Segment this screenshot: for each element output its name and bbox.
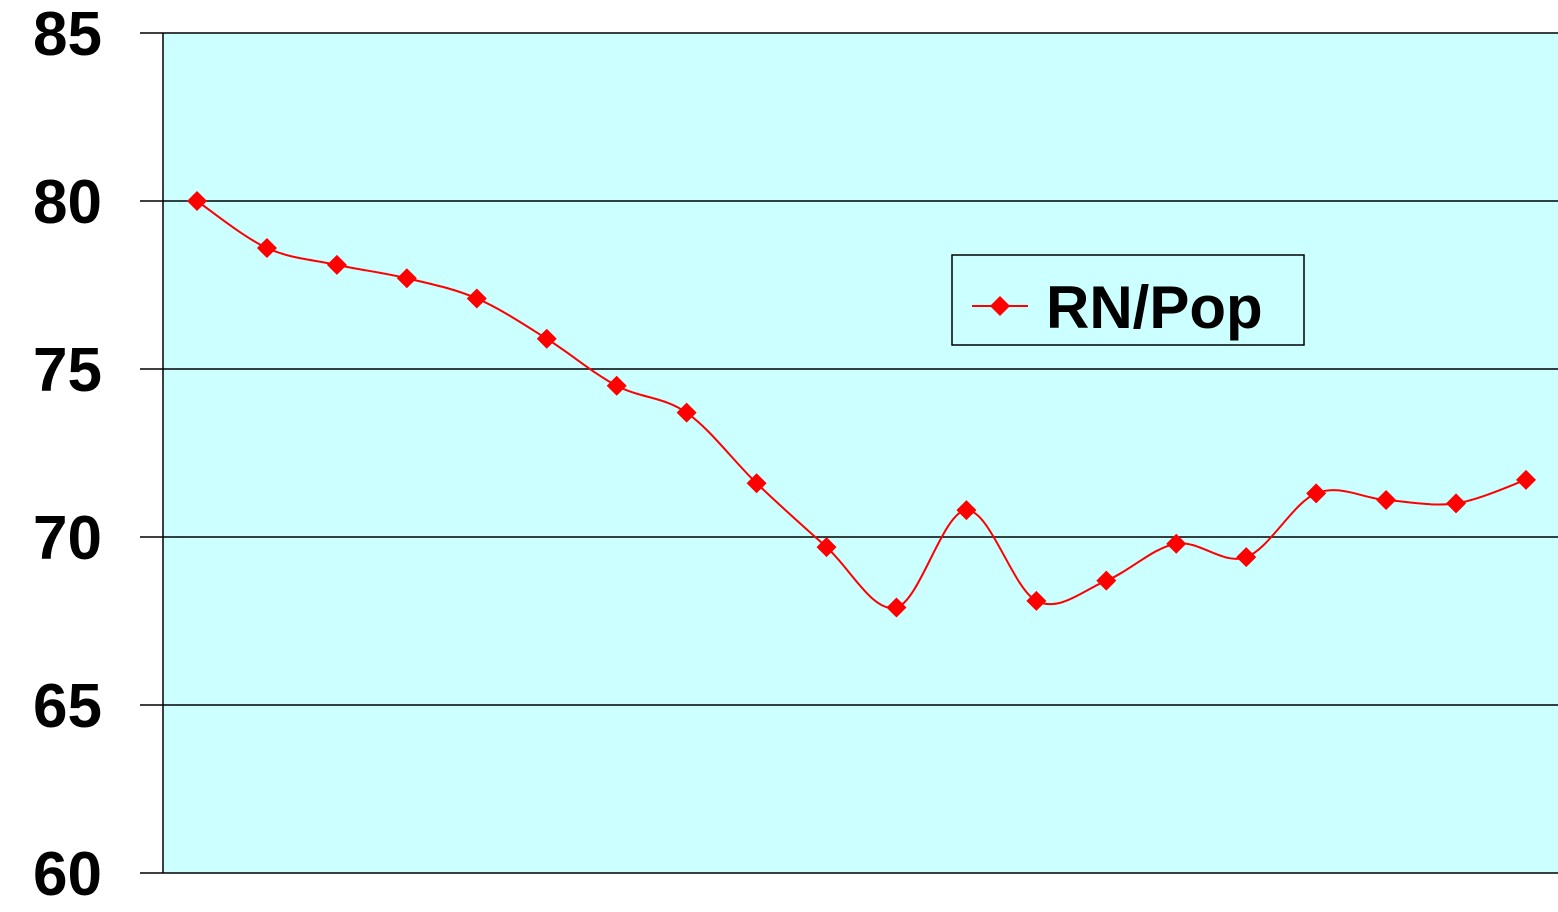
series-rn-pop — [187, 191, 1536, 618]
data-point-marker — [606, 375, 627, 396]
data-point-marker — [536, 328, 557, 349]
data-point-marker — [1236, 547, 1257, 568]
series-line — [196, 200, 1527, 610]
data-point-marker — [746, 473, 767, 494]
y-tick-label: 85 — [33, 0, 102, 69]
y-tick-label: 65 — [33, 672, 102, 741]
data-point-marker — [1516, 469, 1536, 490]
y-tick-label: 80 — [33, 168, 102, 237]
y-tick-labels: 85 80 75 70 65 60 — [33, 0, 102, 909]
data-point-marker — [1446, 493, 1467, 514]
y-axis — [140, 32, 1558, 874]
gridlines — [163, 32, 1558, 706]
data-point-marker — [466, 288, 487, 309]
legend: RN/Pop — [951, 254, 1305, 346]
data-point-marker — [676, 402, 697, 423]
data-point-marker — [886, 597, 907, 618]
data-point-marker — [187, 191, 207, 211]
data-point-marker — [816, 537, 837, 558]
data-point-marker — [326, 254, 347, 275]
legend-marker-diamond — [990, 296, 1010, 316]
y-tick-label: 75 — [33, 336, 102, 405]
data-point-marker — [1096, 570, 1117, 591]
plot-area — [163, 33, 1558, 873]
data-point-marker — [396, 268, 417, 289]
y-tick-label: 70 — [33, 504, 102, 573]
legend-box — [951, 254, 1305, 346]
data-point-marker — [1376, 490, 1397, 511]
legend-label: RN/Pop — [1046, 274, 1263, 341]
data-point-marker — [1306, 483, 1327, 504]
data-point-marker — [256, 238, 277, 259]
y-tick-label: 60 — [33, 840, 102, 909]
data-point-marker — [1166, 533, 1187, 554]
data-point-marker — [956, 500, 977, 521]
data-point-marker — [1026, 590, 1047, 611]
